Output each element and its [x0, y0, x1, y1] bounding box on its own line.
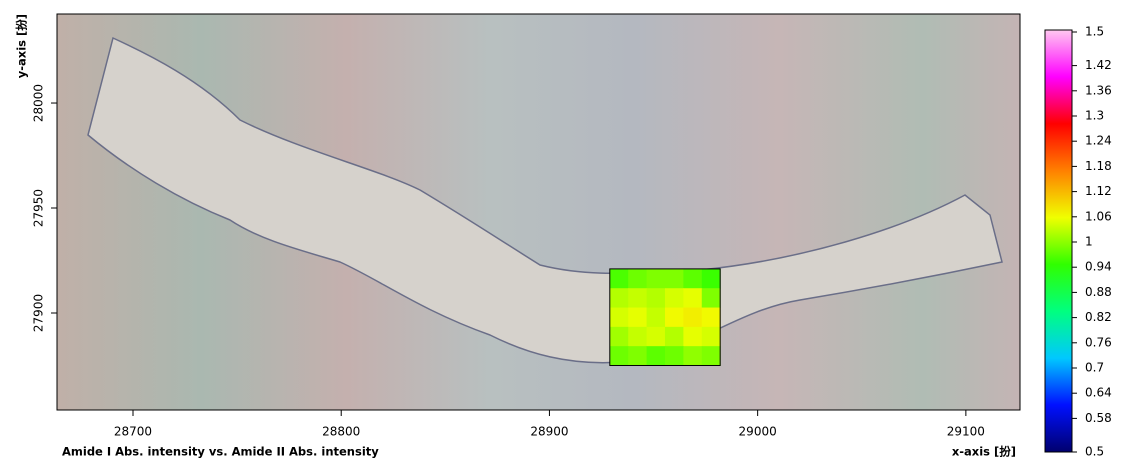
colorbar-tick-label: 1.42	[1085, 58, 1112, 72]
x-tick-label: 28900	[530, 425, 568, 439]
heatmap-cell	[610, 308, 629, 328]
colorbar-tick-label: 0.76	[1085, 335, 1112, 349]
colorbar-tick-label: 1.12	[1085, 184, 1112, 198]
heatmap-cell	[647, 288, 666, 308]
heatmap-cell	[683, 269, 702, 289]
x-tick-label: 28700	[114, 425, 152, 439]
heatmap-cell	[702, 346, 721, 366]
heatmap-cell	[628, 269, 647, 289]
y-tick-label: 28000	[32, 84, 46, 122]
heatmap-cell	[628, 327, 647, 347]
heatmap-cell	[610, 346, 629, 366]
colorbar-tick-label: 0.58	[1085, 411, 1112, 425]
heatmap-cell	[628, 288, 647, 308]
colorbar-tick-label: 1.06	[1085, 209, 1112, 223]
chart-title: Amide I Abs. intensity vs. Amide II Abs.…	[62, 445, 379, 459]
x-axis-label: x-axis [扮]	[952, 445, 1016, 459]
heatmap-cell	[610, 269, 629, 289]
colorbar-tick-label: 1.3	[1085, 109, 1104, 123]
colorbar-tick-label: 1.36	[1085, 83, 1112, 97]
heatmap-cell	[628, 308, 647, 328]
chart: Amide I Abs. intensity vs. Amide II Abs.…	[0, 0, 1123, 461]
heatmap-cell	[683, 327, 702, 347]
colorbar-tick-label: 1.5	[1085, 25, 1104, 39]
colorbar-tick-label: 0.5	[1085, 445, 1104, 459]
heatmap-cell	[628, 346, 647, 366]
colorbar-tick-label: 1.18	[1085, 159, 1112, 173]
y-axis-label: y-axis [扮]	[15, 14, 29, 78]
colorbar-tick-label: 0.82	[1085, 310, 1112, 324]
heatmap-cell	[647, 346, 666, 366]
x-tick-label: 29000	[739, 425, 777, 439]
colorbar-tick-label: 0.7	[1085, 361, 1104, 375]
heatmap-cell	[683, 288, 702, 308]
heatmap-cell	[665, 327, 684, 347]
heatmap-cell	[665, 346, 684, 366]
heatmap-cell	[683, 346, 702, 366]
x-tick-label: 28800	[322, 425, 360, 439]
heatmap-cell	[665, 269, 684, 289]
heatmap-cell	[610, 288, 629, 308]
heatmap-cell	[702, 288, 721, 308]
heatmap-cell	[665, 288, 684, 308]
y-tick-label: 27900	[32, 294, 46, 332]
y-tick-label: 27950	[32, 189, 46, 227]
x-tick-label: 29100	[947, 425, 985, 439]
heatmap-cell	[665, 308, 684, 328]
heatmap-cell	[702, 327, 721, 347]
colorbar-tick-label: 1.24	[1085, 134, 1112, 148]
colorbar	[1045, 30, 1072, 452]
heatmap-cell	[647, 327, 666, 347]
colorbar-tick-label: 1	[1085, 235, 1093, 249]
colorbar-tick-label: 0.88	[1085, 285, 1112, 299]
heatmap-cell	[702, 269, 721, 289]
heatmap-cell	[702, 308, 721, 328]
heatmap-cell	[647, 269, 666, 289]
colorbar-tick-label: 0.94	[1085, 260, 1112, 274]
heatmap-cell	[647, 308, 666, 328]
heatmap-cell	[610, 327, 629, 347]
colorbar-tick-label: 0.64	[1085, 386, 1112, 400]
heatmap-cell	[683, 308, 702, 328]
